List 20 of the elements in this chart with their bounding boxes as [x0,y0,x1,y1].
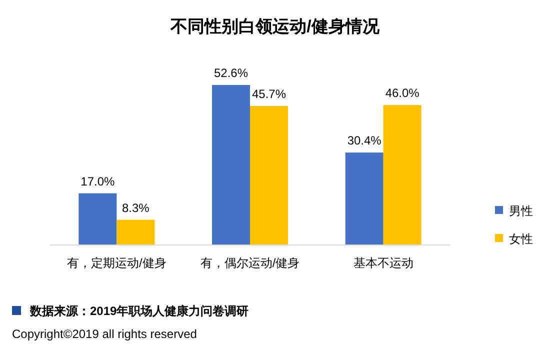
data-label: 8.3% [122,200,150,215]
bar [212,85,250,245]
text: Copyright©2019 all rights reserved [12,327,197,341]
x-tick-label: 基本不运动 [353,256,414,270]
data-label: 52.6% [214,66,248,80]
data-label: 46.0% [385,86,420,100]
data-label: 30.4% [347,134,382,148]
source-note: 数据来源：2019年职场人健康力问卷调研 [29,304,249,318]
bar [116,220,155,245]
bar [78,193,117,245]
chart-title: 不同性别白领运动/健身情况 [170,17,380,36]
legend-label: 女性 [509,232,533,246]
x-tick-label: 有，定期运动/健身 [66,256,166,270]
x-tick-label: 有，偶尔运动/健身 [200,256,300,270]
bar [383,105,422,245]
data-label: 45.7% [252,86,286,101]
bar [250,106,288,245]
data-label: 17.0% [80,174,116,188]
bar [345,152,384,245]
legend-label: 男性 [509,204,533,218]
